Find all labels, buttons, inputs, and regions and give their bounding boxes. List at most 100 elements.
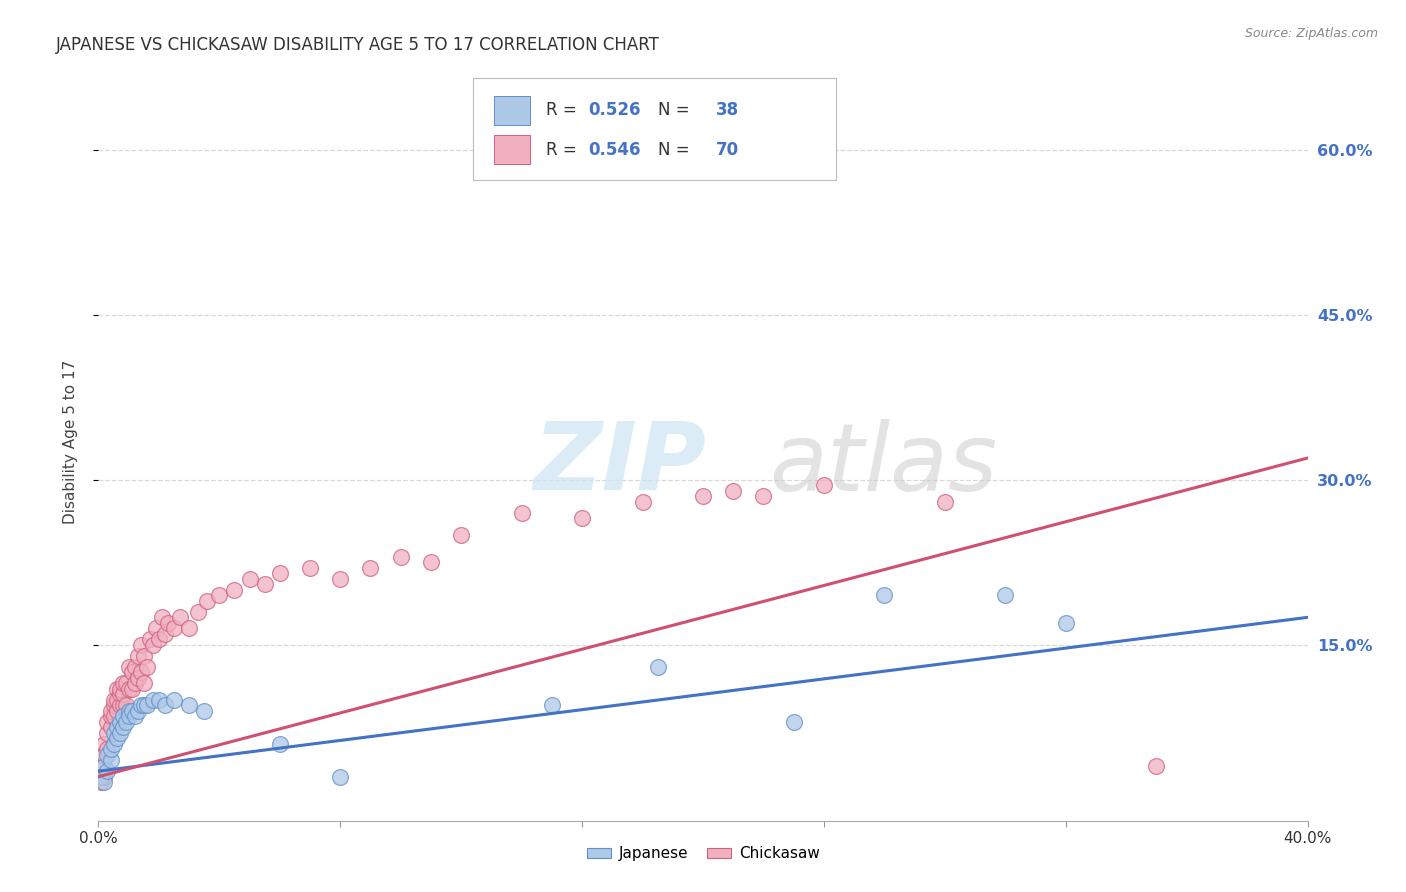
Point (540, 698, 562, 713)
Point (114, 698, 136, 713)
Point (150, 610, 173, 624)
Point (105, 731, 128, 746)
Point (450, 528, 472, 542)
Point (124, 660, 146, 674)
Point (93, 775, 115, 789)
Point (934, 495, 956, 509)
Point (873, 588, 896, 602)
Text: 70: 70 (716, 141, 740, 159)
Point (111, 676, 134, 690)
Point (135, 660, 157, 674)
Point (108, 698, 131, 713)
Point (148, 692, 170, 706)
Point (163, 621, 186, 635)
Point (103, 698, 125, 713)
Point (329, 572, 352, 586)
Point (153, 698, 176, 713)
Point (510, 506, 533, 520)
Text: Source: ZipAtlas.com: Source: ZipAtlas.com (1244, 27, 1378, 40)
Point (135, 698, 157, 713)
Point (100, 704, 122, 718)
Point (90, 758, 112, 772)
Point (96, 742, 118, 756)
Point (360, 561, 382, 575)
Point (103, 709, 125, 723)
Point (163, 692, 186, 706)
Point (129, 698, 152, 713)
Point (299, 561, 322, 575)
Point (90, 770, 112, 784)
Point (121, 665, 143, 680)
Point (103, 737, 125, 751)
Point (132, 698, 155, 713)
Point (100, 753, 122, 767)
Text: N =: N = (658, 101, 695, 120)
Point (179, 621, 201, 635)
Point (93, 770, 115, 784)
Point (153, 627, 176, 641)
Point (93, 737, 115, 751)
Point (108, 725, 131, 739)
Point (420, 556, 443, 570)
Point (142, 638, 165, 652)
Point (105, 704, 128, 718)
Point (111, 709, 134, 723)
Point (994, 588, 1017, 602)
FancyBboxPatch shape (494, 95, 530, 125)
Point (224, 582, 246, 597)
Point (111, 720, 134, 734)
Point (124, 709, 146, 723)
Text: R =: R = (546, 101, 582, 120)
Point (132, 676, 155, 690)
FancyBboxPatch shape (494, 136, 530, 164)
Point (752, 490, 775, 504)
Point (187, 605, 209, 619)
Point (329, 770, 352, 784)
Point (103, 725, 125, 739)
Point (118, 704, 141, 718)
Point (105, 720, 128, 734)
Point (239, 572, 262, 586)
Point (93, 747, 115, 762)
Point (127, 704, 149, 718)
Point (129, 638, 152, 652)
Point (193, 704, 215, 718)
Point (179, 698, 201, 713)
Point (145, 621, 167, 635)
Point (647, 660, 669, 674)
Point (121, 681, 143, 696)
Point (108, 681, 131, 696)
Point (269, 566, 291, 581)
Point (111, 698, 134, 713)
Point (142, 692, 165, 706)
Point (783, 714, 806, 729)
Point (103, 692, 125, 706)
Point (132, 648, 155, 663)
Point (169, 610, 191, 624)
Point (692, 490, 714, 504)
Legend: Japanese, Chickasaw: Japanese, Chickasaw (581, 840, 825, 868)
Text: 38: 38 (716, 101, 740, 120)
Point (127, 671, 149, 685)
Point (96, 764, 118, 779)
Point (108, 687, 131, 701)
Text: 0.546: 0.546 (588, 141, 641, 159)
Point (148, 632, 170, 647)
Point (631, 495, 654, 509)
Text: 0.526: 0.526 (588, 101, 641, 120)
Point (195, 594, 218, 608)
Point (118, 681, 141, 696)
Point (253, 577, 276, 591)
Text: ZIP: ZIP (534, 418, 707, 510)
Point (139, 632, 162, 647)
Point (96, 714, 118, 729)
Point (127, 648, 149, 663)
Point (571, 511, 593, 525)
Point (114, 676, 136, 690)
Point (208, 588, 231, 602)
Point (100, 742, 122, 756)
Point (118, 709, 141, 723)
Text: N =: N = (658, 141, 695, 159)
Point (118, 660, 141, 674)
Point (114, 714, 136, 729)
